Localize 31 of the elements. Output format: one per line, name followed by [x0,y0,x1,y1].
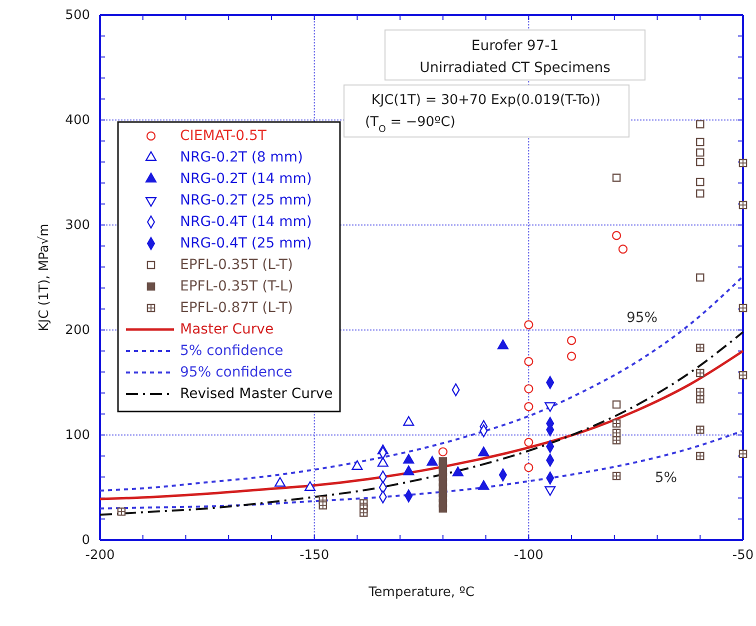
legend-label: NRG-0.2T (8 mm) [180,149,303,166]
legend-label: Master Curve [180,321,274,338]
annotation: KJC(1T) = 30+70 Exp(0.019(T-To)) [371,92,601,108]
x-tick-label: -150 [300,548,330,564]
annotation: 95% [626,310,658,326]
legend-label: NRG-0.4T (14 mm) [180,214,312,230]
y-tick-label: 300 [65,218,90,234]
legend-label: Revised Master Curve [180,386,333,402]
x-axis-title: Temperature, ºC [368,585,474,600]
text: Eurofer 97-1 [471,38,559,54]
x-tick-label: -50 [732,548,754,564]
legend-label: NRG-0.2T (25 mm) [180,192,312,208]
x-tick-label: -100 [514,548,544,564]
legend-label: 5% confidence [180,342,284,359]
legend-label: 95% confidence [180,364,292,380]
x-tick-label: -200 [85,548,115,564]
annotation: 5% [654,470,678,486]
y-tick-label: 0 [82,533,90,548]
text: Unirradiated CT Specimens [420,60,610,76]
legend-label: NRG-0.2T (14 mm) [180,170,312,187]
y-tick-label: 400 [65,113,90,128]
y-tick-label: 100 [65,428,90,444]
legend-label: EPFL-0.35T (T-L) [180,278,294,294]
y-tick-label: 500 [65,8,90,24]
y-axis-title: KJC (1T), MPa√m [37,224,52,332]
legend-label: EPFL-0.35T (L-T) [180,256,293,273]
y-tick-label: 200 [65,323,90,338]
legend-label: NRG-0.4T (25 mm) [180,235,312,252]
legend-label: EPFL-0.87T (L-T) [180,300,293,316]
legend-label: CIEMAT-0.5T [180,128,267,144]
annotation: (T$_{O}$ = −90ºC) [365,114,456,134]
